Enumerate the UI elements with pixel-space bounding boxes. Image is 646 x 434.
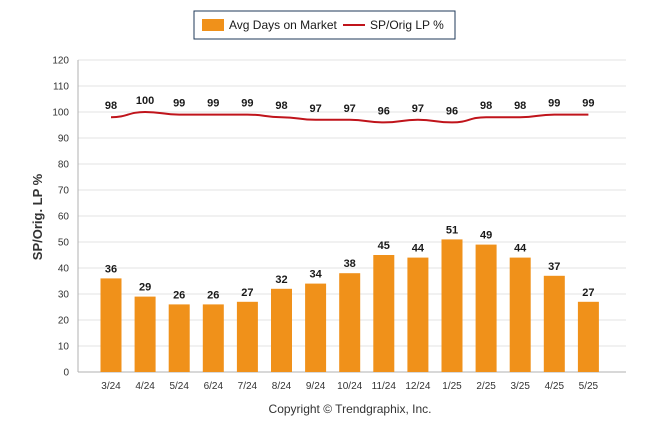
y-tick-label: 60 — [58, 212, 70, 223]
x-tick-label: 2/25 — [476, 381, 496, 392]
bar — [168, 304, 190, 372]
y-tick-label: 80 — [58, 160, 70, 171]
bar — [100, 278, 122, 372]
y-tick-label: 40 — [58, 264, 70, 275]
x-tick-label: 11/24 — [372, 381, 397, 392]
x-tick-label: 4/25 — [545, 381, 565, 392]
bar-data-label: 44 — [514, 243, 527, 255]
x-tick-label: 7/24 — [238, 381, 258, 392]
bar — [373, 255, 395, 372]
bar-data-label: 29 — [139, 282, 151, 294]
line-data-label: 96 — [378, 105, 390, 117]
legend: Avg Days on Market SP/Orig LP % — [193, 10, 456, 40]
line-data-label: 99 — [241, 98, 253, 110]
y-tick-label: 120 — [52, 56, 69, 67]
bar-data-label: 27 — [582, 287, 594, 299]
x-tick-label: 6/24 — [204, 381, 224, 392]
labels-layer: 36 29 26 26 27 32 34 38 45 44 51 49 44 37 27 98 100 99 99 9… — [105, 95, 595, 301]
bar-data-label: 36 — [105, 263, 117, 275]
y-tick-label: 0 — [63, 368, 69, 379]
y-tick-label: 20 — [58, 316, 70, 327]
x-tick-label: 10/24 — [337, 381, 362, 392]
line-data-label: 99 — [582, 98, 594, 110]
line-data-label: 97 — [412, 103, 424, 115]
x-tick-label: 3/24 — [101, 381, 121, 392]
y-axis-label: SP/Orig. LP % — [30, 173, 45, 260]
bar-data-label: 34 — [309, 269, 322, 281]
legend-bar-swatch — [202, 19, 224, 31]
line-data-label: 99 — [207, 98, 219, 110]
y-tick-label: 90 — [58, 134, 70, 145]
x-tick-label: 3/25 — [510, 381, 530, 392]
line-data-label: 99 — [173, 98, 185, 110]
bar-data-label: 27 — [241, 287, 253, 299]
legend-bar-label: Avg Days on Market — [229, 18, 337, 32]
x-tick-label: 8/24 — [272, 381, 292, 392]
bar — [236, 301, 258, 372]
bar — [202, 304, 224, 372]
bar — [509, 257, 531, 372]
y-tick-label: 100 — [52, 108, 69, 119]
bar — [271, 288, 292, 372]
bar-data-label: 49 — [480, 230, 492, 242]
line-data-label: 96 — [446, 105, 458, 117]
line-data-label: 98 — [275, 100, 287, 112]
x-tick-label: 9/24 — [306, 381, 326, 392]
grid-layer: 0 10 20 30 40 50 60 70 80 90 100 110 120 3/24 4/24 5/24… — [52, 56, 626, 392]
x-tick-label: 1/25 — [442, 381, 462, 392]
bar — [407, 257, 429, 372]
copyright-footer: Copyright © Trendgraphix, Inc. — [269, 402, 432, 416]
line-data-label: 98 — [480, 100, 492, 112]
x-tick-label: 12/24 — [405, 381, 430, 392]
line-data-label: 98 — [514, 100, 526, 112]
y-tick-label: 10 — [58, 342, 70, 353]
y-tick-label: 110 — [53, 82, 69, 93]
bar-data-label: 45 — [378, 240, 390, 252]
bar-data-label: 37 — [548, 261, 560, 273]
bar-data-label: 44 — [412, 243, 425, 255]
bar — [441, 239, 463, 372]
line-data-label: 97 — [344, 103, 356, 115]
x-tick-label: 5/25 — [579, 381, 599, 392]
legend-box — [193, 10, 456, 40]
line-data-label: 99 — [548, 98, 560, 110]
line-data-label: 100 — [136, 95, 154, 107]
bar — [305, 283, 327, 372]
bar-data-label: 26 — [207, 289, 219, 301]
bar — [475, 244, 497, 372]
legend-line-label: SP/Orig LP % — [370, 18, 444, 32]
bar-data-label: 38 — [344, 258, 356, 270]
bar — [339, 273, 361, 372]
y-tick-label: 70 — [58, 186, 70, 197]
bar — [134, 296, 156, 372]
x-tick-label: 5/24 — [169, 381, 189, 392]
line-data-label: 97 — [309, 103, 321, 115]
x-tick-label: 4/24 — [135, 381, 155, 392]
line-layer — [110, 110, 589, 124]
line-data-label: 98 — [105, 100, 117, 112]
bar — [577, 301, 599, 372]
y-tick-label: 30 — [58, 290, 70, 301]
y-tick-label: 50 — [58, 238, 70, 249]
bar — [543, 275, 565, 372]
bar-data-label: 51 — [446, 224, 458, 236]
bar-data-label: 26 — [173, 289, 185, 301]
bars-layer — [100, 239, 599, 372]
line-series-path — [110, 110, 589, 124]
bar-data-label: 32 — [275, 274, 287, 286]
